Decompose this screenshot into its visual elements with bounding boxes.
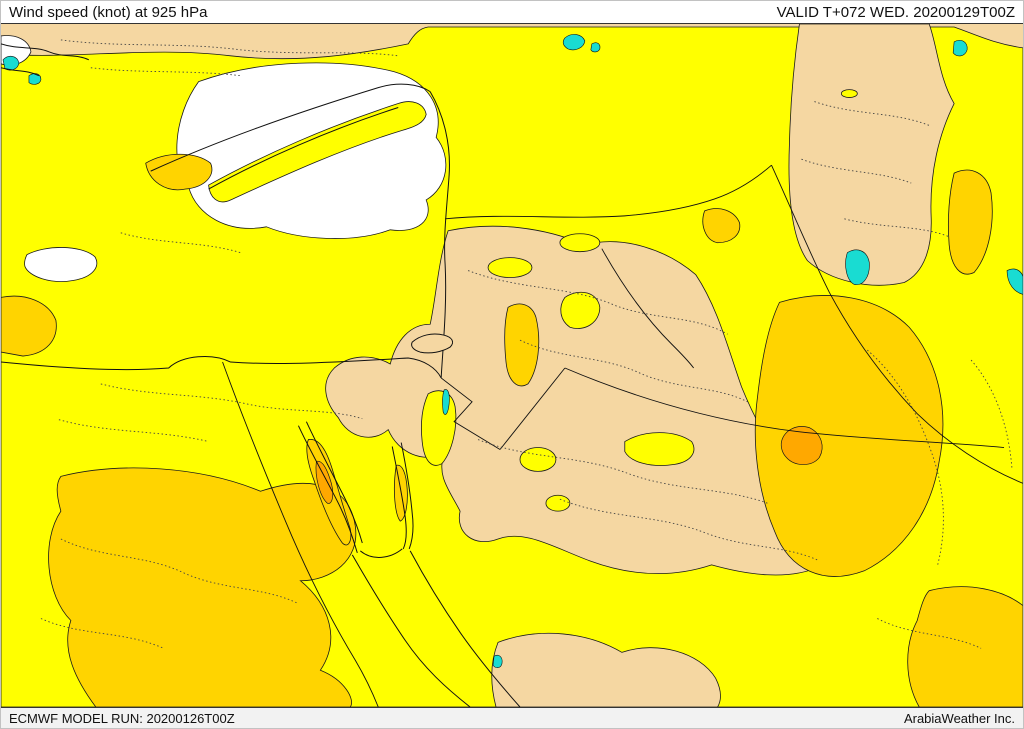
- jordan-saudi-border: [440, 377, 501, 450]
- nile-lake: [492, 654, 503, 668]
- dead-sea: [442, 389, 450, 415]
- marmara-coast-2: [1, 67, 40, 77]
- aegean-island: [2, 55, 20, 71]
- lake-urmia: [845, 249, 870, 285]
- valid-time-label: VALID T+072 WED. 20200129T00Z: [776, 3, 1015, 21]
- jordan-iraq-border: [499, 367, 566, 450]
- gold-band-jordan: [504, 303, 540, 387]
- turkey-coast-inner: [208, 107, 399, 190]
- model-run-label: ECMWF MODEL RUN: 20200126T00Z: [9, 710, 235, 726]
- low-wind-tan-regions: [325, 24, 955, 707]
- aegean-island: [28, 73, 42, 85]
- gulf-aqaba-east: [400, 442, 414, 550]
- lake-icon: [952, 40, 968, 57]
- tan-region-bottom-center: [491, 632, 721, 707]
- egypt-coast: [1, 356, 442, 379]
- turkey-syria-border: [445, 164, 772, 220]
- country-borders: [222, 164, 1023, 707]
- branding-label: ArabiaWeather Inc.: [903, 710, 1015, 726]
- gold-region-egypt: [48, 467, 357, 707]
- gold-region-right: [754, 295, 944, 577]
- wind-orange-cores: [315, 426, 823, 504]
- cyprus-outline: [411, 333, 454, 354]
- map-title: Wind speed (knot) at 925 hPa: [9, 3, 208, 21]
- coastal-yellow-band: [208, 101, 427, 203]
- gold-patch-sea: [145, 153, 213, 191]
- gulf-aqaba-west: [391, 446, 407, 550]
- syria-iraq-border: [601, 248, 695, 369]
- wind-speed-map: [1, 23, 1023, 708]
- sinai-south-coast: [359, 548, 403, 558]
- turkey-south-coast: [150, 83, 431, 172]
- dotted-boundaries: [40, 39, 1013, 649]
- water-bodies: [2, 34, 1023, 668]
- wind-map-canvas: [1, 24, 1023, 707]
- map-footer: ECMWF MODEL RUN: 20200126T00Z ArabiaWeat…: [1, 708, 1023, 728]
- coastlines: [1, 43, 521, 707]
- lake-icon: [590, 42, 601, 53]
- nile-river: [222, 361, 379, 707]
- wind-gold-regions: [1, 153, 1023, 707]
- lake-icon: [562, 34, 586, 51]
- caspian-tip: [1006, 268, 1023, 295]
- tan-region-top-right: [788, 24, 955, 286]
- gulf-suez-east: [305, 421, 363, 544]
- gold-patch-left-edge: [1, 295, 57, 357]
- gold-streak-right-edge: [947, 169, 993, 275]
- marmara-coast: [1, 43, 90, 61]
- saudi-iraq-border: [564, 367, 1005, 448]
- map-header: Wind speed (knot) at 925 hPa VALID T+072…: [1, 1, 1023, 23]
- red-sea-west: [351, 554, 471, 707]
- iran-border: [771, 164, 1023, 484]
- gulf-suez-west: [297, 425, 358, 554]
- gold-region-bottom-right: [907, 586, 1023, 707]
- yellow-patches-in-desert: [421, 89, 858, 512]
- levant-coast: [429, 91, 450, 378]
- gold-spot-top-right: [702, 208, 741, 244]
- tan-region-center-desert: [325, 225, 831, 576]
- calm-region-sea: [24, 247, 98, 282]
- red-sea-east: [409, 550, 521, 707]
